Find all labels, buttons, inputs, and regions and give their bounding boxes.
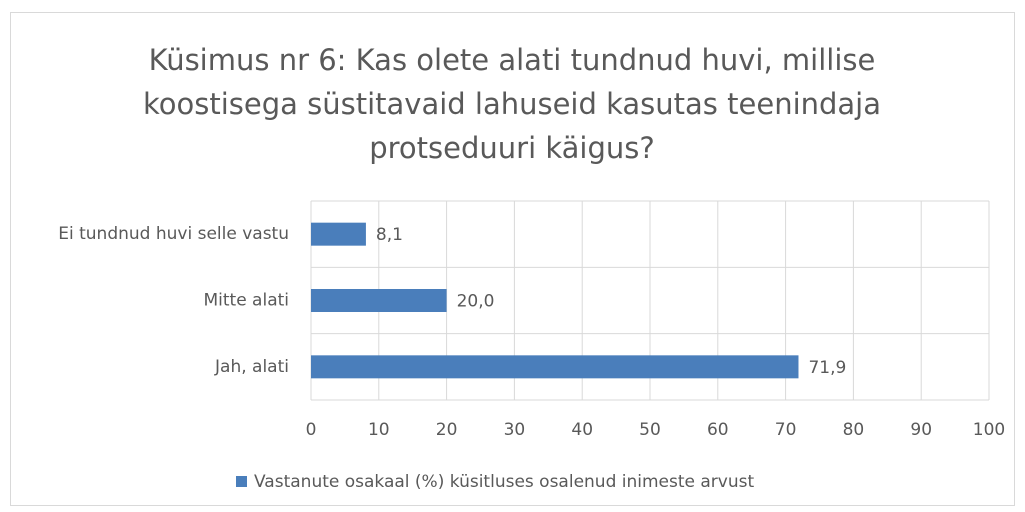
chart-title: Küsimus nr 6: Kas olete alati tundnud hu…	[142, 43, 882, 165]
x-tick-label: 50	[639, 420, 661, 440]
bar	[311, 355, 799, 379]
x-tick-label: 80	[843, 420, 865, 440]
x-tick-label: 100	[973, 420, 1005, 440]
x-tick-label: 10	[368, 420, 390, 440]
x-tick-label: 70	[775, 420, 797, 440]
x-tick-label: 0	[306, 420, 317, 440]
value-label: 71,9	[808, 358, 846, 378]
bar	[311, 289, 447, 312]
x-tick-label: 30	[504, 420, 526, 440]
legend-label: Vastanute osakaal (%) küsitluses osalenu…	[254, 472, 754, 492]
y-tick-label: Jah, alati	[214, 357, 289, 377]
x-tick-label: 60	[707, 420, 729, 440]
y-tick-label: Ei tundnud huvi selle vastu	[58, 224, 289, 244]
chart-border	[10, 12, 1015, 506]
legend-swatch	[236, 476, 247, 487]
x-tick-label: 90	[910, 420, 932, 440]
x-tick-label: 40	[571, 420, 593, 440]
y-tick-label: Mitte alati	[203, 291, 289, 311]
x-tick-label: 20	[436, 420, 458, 440]
bar	[311, 222, 366, 246]
value-label: 8,1	[376, 225, 403, 245]
value-label: 20,0	[457, 292, 495, 312]
